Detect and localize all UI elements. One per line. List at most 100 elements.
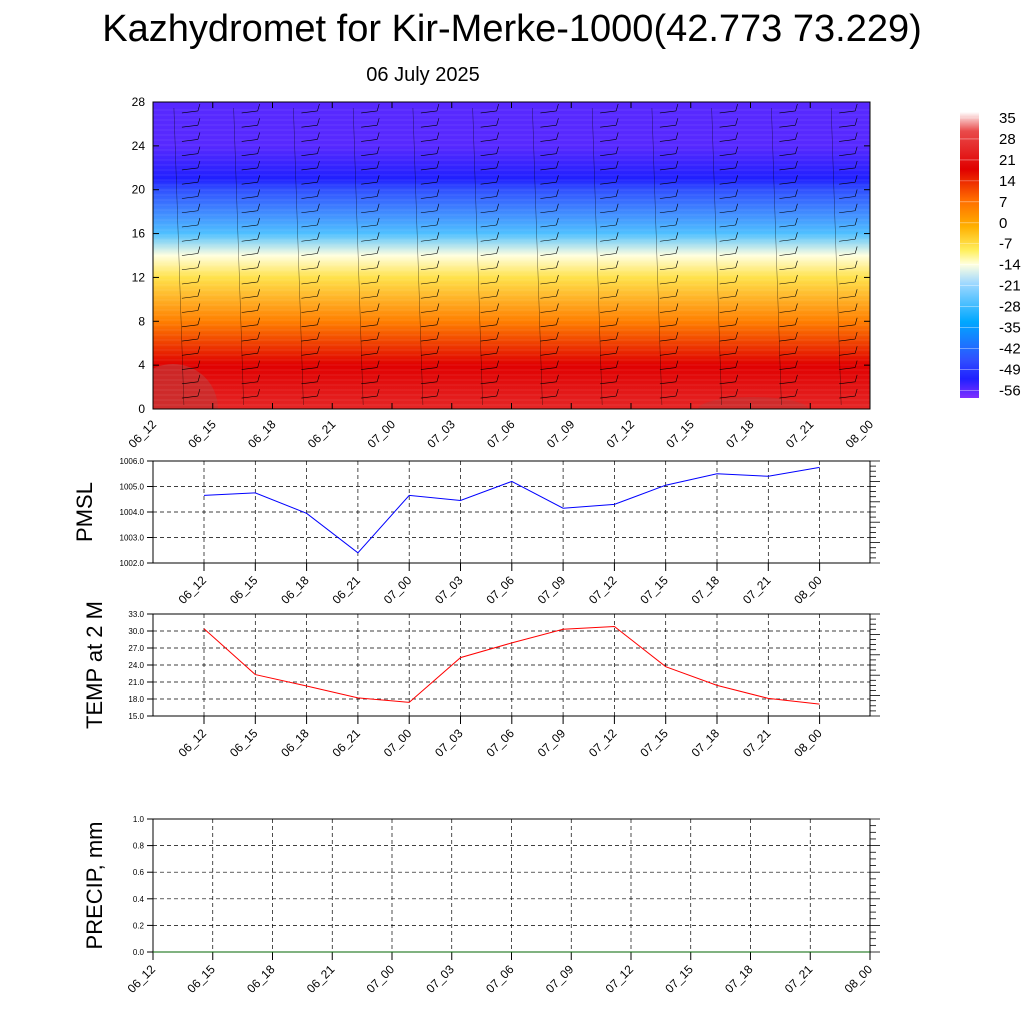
- wind-barb-flag: [556, 260, 559, 268]
- wind-barb-flag: [795, 246, 798, 254]
- wind-barb: [659, 281, 676, 285]
- wind-barb: [719, 267, 736, 271]
- x-tick-label: 06_12: [176, 573, 210, 607]
- wind-barb: [719, 338, 736, 342]
- wind-barb-flag: [675, 160, 679, 169]
- x-tick-label: 07_15: [662, 962, 696, 996]
- wind-barb-flag: [615, 317, 619, 325]
- wind-barb-flag: [615, 346, 619, 354]
- x-tick-label: 07_15: [663, 417, 697, 451]
- wind-barb-flag: [854, 232, 858, 240]
- y-tick-label: 0.2: [133, 921, 145, 930]
- wind-barb: [480, 367, 497, 370]
- wind-barb: [839, 352, 856, 356]
- precip-panel: 0.0 0.2 0.4 0.6 0.8 1.0 06_12 06_15 06_18 06_21 07…: [82, 815, 880, 996]
- colorbar-label: 0: [999, 215, 1007, 232]
- y-tick-label: 0.8: [133, 842, 145, 851]
- wind-barb: [181, 110, 198, 114]
- wind-barb: [659, 338, 676, 342]
- wind-barb: [181, 381, 198, 385]
- wind-barb-flag: [615, 160, 619, 169]
- wind-barb: [241, 381, 258, 385]
- wind-barb-flag: [615, 118, 619, 126]
- wind-barb-flag: [854, 388, 858, 397]
- x-tick-label: 07_09: [544, 417, 578, 451]
- wind-barb: [480, 281, 497, 285]
- wind-barb-flag: [854, 118, 858, 126]
- wind-barb-flag: [197, 317, 201, 325]
- wind-barb: [420, 253, 437, 256]
- wind-barb: [420, 153, 437, 157]
- wind-barb: [659, 124, 676, 128]
- wind-barb: [839, 181, 856, 185]
- wind-barb-flag: [795, 260, 798, 268]
- wind-barb: [301, 338, 318, 342]
- wind-barb: [719, 238, 736, 242]
- wind-barb: [480, 338, 497, 342]
- x-tick-label: 07_03: [423, 962, 457, 996]
- x-tick-label: 06_12: [125, 962, 159, 996]
- wind-barb-flag: [317, 388, 320, 397]
- wind-barb-flag: [735, 132, 738, 140]
- wind-barb-flag: [615, 103, 619, 112]
- wind-barb-flag: [496, 132, 499, 140]
- x-tick-label: 07_18: [689, 726, 723, 760]
- wind-barb: [480, 238, 497, 242]
- wind-barb-flag: [675, 303, 679, 311]
- wind-barb: [480, 295, 497, 299]
- wind-barb-flag: [675, 260, 679, 268]
- wind-barb: [839, 395, 856, 399]
- wind-barb-flag: [436, 360, 440, 368]
- wind-barb: [361, 110, 378, 114]
- wind-barb-flag: [556, 217, 559, 226]
- wind-barb-flag: [436, 317, 440, 325]
- wind-barb-flag: [496, 189, 499, 197]
- wind-barb-flag: [854, 103, 858, 112]
- wind-barb-flag: [615, 303, 619, 311]
- wind-barb: [241, 167, 258, 171]
- colorbar-label: 35: [999, 110, 1016, 127]
- wind-barb: [540, 295, 557, 299]
- wind-barb-flag: [556, 246, 559, 254]
- wind-barb: [719, 181, 736, 185]
- wind-barb-flag: [496, 146, 499, 154]
- wind-barb-flag: [615, 260, 619, 268]
- wind-barb-flag: [795, 346, 798, 354]
- wind-barb: [420, 110, 437, 114]
- wind-barb-flag: [317, 132, 320, 140]
- wind-barb-flag: [795, 232, 798, 240]
- wind-barb: [719, 153, 736, 157]
- colorbar-label: -56: [999, 382, 1021, 399]
- wind-barb: [540, 167, 557, 171]
- wind-barb: [420, 238, 437, 242]
- wind-barb: [659, 324, 676, 328]
- wind-barb: [480, 210, 497, 214]
- wind-barb: [600, 139, 617, 142]
- wind-barb-flag: [735, 146, 738, 154]
- wind-barb: [779, 352, 796, 356]
- wind-barb: [540, 139, 557, 142]
- wind-barb-flag: [735, 260, 738, 268]
- wind-barb: [480, 181, 497, 185]
- wind-barb-flag: [615, 203, 619, 211]
- wind-barb: [480, 124, 497, 128]
- wind-barb-flag: [317, 160, 320, 169]
- wind-barb: [839, 153, 856, 157]
- wind-barb: [181, 210, 198, 214]
- wind-barb: [600, 253, 617, 256]
- wind-barb-flag: [675, 374, 679, 382]
- wind-barb-flag: [436, 118, 440, 126]
- wind-barb: [480, 196, 497, 199]
- wind-barb: [659, 153, 676, 157]
- wind-barb: [839, 110, 856, 114]
- wind-barb: [600, 124, 617, 128]
- wind-barb: [659, 139, 676, 142]
- wind-barb: [839, 253, 856, 256]
- wind-barb-flag: [436, 203, 440, 211]
- wind-barb: [361, 367, 378, 370]
- wind-barb: [600, 238, 617, 242]
- wind-barb: [361, 281, 378, 285]
- wind-barb: [420, 395, 437, 399]
- x-tick-label: 07_06: [483, 962, 517, 996]
- wind-barb-flag: [257, 232, 260, 240]
